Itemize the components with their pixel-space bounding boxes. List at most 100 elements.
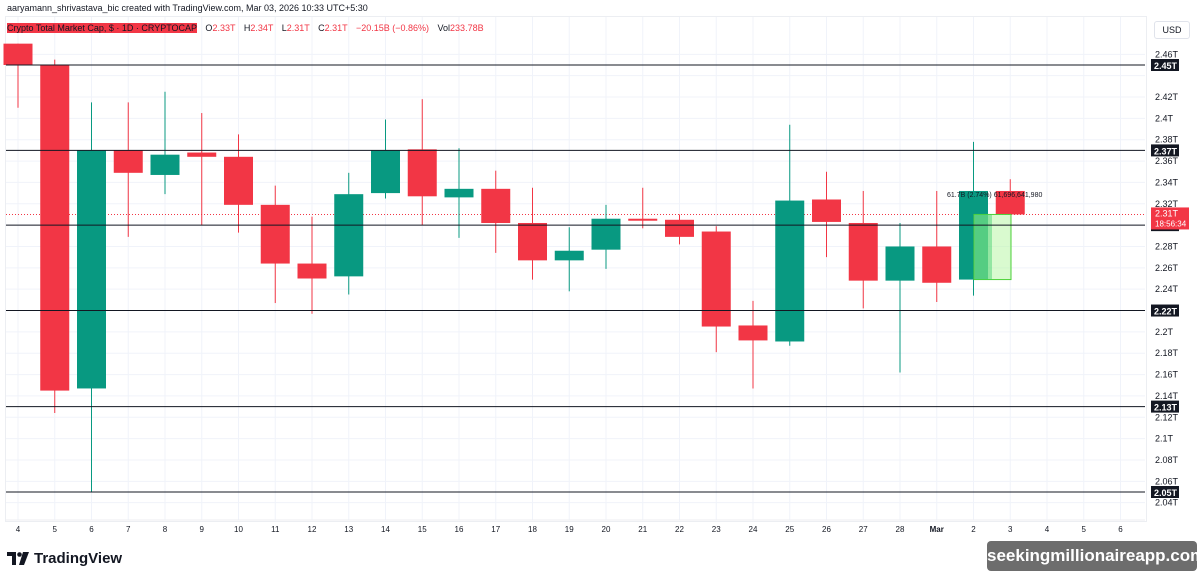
price-tick: 2.36T — [1155, 156, 1179, 166]
candle[interactable] — [995, 179, 1025, 215]
svg-text:2.31T: 2.31T — [1155, 208, 1179, 218]
change-value: −20.15B (−0.86%) — [355, 23, 430, 33]
price-tick: 2.14T — [1155, 391, 1179, 401]
tradingview-logo-icon — [7, 552, 29, 565]
time-tick: 21 — [638, 525, 647, 534]
candle[interactable] — [150, 91, 180, 195]
time-tick: 12 — [308, 525, 317, 534]
candle[interactable] — [407, 99, 437, 226]
price-tick: 2.28T — [1155, 241, 1179, 251]
time-tick: 26 — [822, 525, 831, 534]
candle[interactable] — [518, 187, 547, 280]
svg-text:2.37T: 2.37T — [1154, 146, 1178, 156]
horizontal-level[interactable]: 2.05T — [6, 486, 1179, 498]
svg-text:61.7B (2.74%) 61,696,641,980: 61.7B (2.74%) 61,696,641,980 — [947, 192, 1042, 199]
time-tick: 14 — [381, 525, 390, 534]
time-tick: 3 — [1008, 525, 1013, 534]
time-tick: 22 — [675, 525, 684, 534]
candle[interactable] — [260, 185, 290, 304]
price-tick: 2.2T — [1155, 327, 1174, 337]
candle[interactable] — [3, 43, 33, 108]
candle[interactable] — [775, 124, 805, 346]
price-tick: 2.26T — [1155, 263, 1179, 273]
time-tick: 23 — [712, 525, 721, 534]
time-tick: 5 — [1082, 525, 1087, 534]
symbol-name[interactable]: Crypto Total Market Cap, $ · 1D · CRYPTO… — [7, 23, 197, 33]
candle[interactable] — [187, 113, 217, 226]
time-tick: 17 — [491, 525, 500, 534]
candle[interactable] — [77, 102, 106, 492]
candle[interactable] — [922, 190, 952, 302]
candle[interactable] — [297, 216, 327, 314]
candle[interactable] — [334, 172, 364, 295]
time-tick: 16 — [455, 525, 464, 534]
volume-value: 233.78B — [450, 23, 484, 33]
chart-credit: aaryamann_shrivastava_bic created with T… — [7, 3, 368, 13]
svg-text:2.05T: 2.05T — [1154, 488, 1178, 498]
price-tick: 2.4T — [1155, 113, 1174, 123]
price-tick: 2.42T — [1155, 92, 1179, 102]
time-tick: 19 — [565, 525, 574, 534]
price-tick: 2.08T — [1155, 455, 1179, 465]
candle[interactable] — [444, 148, 474, 238]
candle[interactable] — [40, 59, 70, 414]
candle[interactable] — [113, 102, 143, 237]
time-tick: 20 — [602, 525, 611, 534]
candle[interactable] — [224, 134, 253, 233]
time-tick: 11 — [271, 525, 280, 534]
tradingview-logo: TradingView — [7, 550, 122, 567]
horizontal-level[interactable]: 2.37T — [6, 144, 1179, 157]
price-tick: 2.1T — [1155, 434, 1174, 444]
time-tick: 13 — [344, 525, 353, 534]
time-tick: 27 — [859, 525, 868, 534]
time-tick: 7 — [126, 525, 131, 534]
price-tick: 2.24T — [1155, 284, 1179, 294]
currency-button[interactable]: USD — [1154, 21, 1190, 39]
time-tick: 6 — [89, 525, 94, 534]
close-value: 2.31T — [324, 23, 348, 33]
low-value: 2.31T — [286, 23, 310, 33]
candle[interactable] — [885, 222, 915, 373]
time-tick: 2 — [971, 525, 976, 534]
candle[interactable] — [848, 190, 878, 309]
time-tick: 4 — [1045, 525, 1050, 534]
time-tick: 6 — [1118, 525, 1123, 534]
candle[interactable] — [701, 226, 731, 353]
candle[interactable] — [554, 227, 584, 292]
price-tick: 2.38T — [1155, 135, 1179, 145]
chart-area[interactable] — [5, 16, 1147, 522]
time-tick: 25 — [785, 525, 794, 534]
candle[interactable] — [371, 119, 400, 199]
time-tick: 4 — [16, 525, 21, 534]
candle[interactable] — [665, 214, 694, 245]
watermark: seekingmillionaireapp.com — [987, 541, 1200, 571]
price-tick: 2.18T — [1155, 348, 1179, 358]
svg-text:2.22T: 2.22T — [1154, 307, 1178, 317]
horizontal-level[interactable]: 2.45T — [6, 59, 1179, 71]
time-tick: 24 — [749, 525, 758, 534]
horizontal-level[interactable]: 2.22T — [6, 304, 1179, 317]
symbol-legend: Crypto Total Market Cap, $ · 1D · CRYPTO… — [7, 23, 484, 33]
open-value: 2.33T — [212, 23, 236, 33]
horizontal-level[interactable]: 2.13T — [6, 400, 1179, 413]
svg-text:2.13T: 2.13T — [1154, 403, 1178, 413]
time-tick: 9 — [200, 525, 205, 534]
time-tick: 10 — [234, 525, 243, 534]
price-tick: 2.04T — [1155, 498, 1179, 508]
svg-text:18:56:34: 18:56:34 — [1155, 219, 1187, 228]
candle[interactable] — [628, 187, 658, 229]
time-tick: 15 — [418, 525, 427, 534]
high-value: 2.34T — [250, 23, 274, 33]
time-tick: 8 — [163, 525, 168, 534]
candle[interactable] — [738, 300, 768, 389]
candle[interactable] — [481, 170, 511, 253]
price-tick: 2.46T — [1155, 49, 1179, 59]
svg-text:2.45T: 2.45T — [1154, 61, 1178, 71]
price-tick: 2.06T — [1155, 476, 1179, 486]
candle[interactable] — [591, 204, 621, 269]
time-tick: 5 — [53, 525, 58, 534]
candle[interactable] — [812, 171, 841, 258]
price-tick: 2.32T — [1155, 199, 1179, 209]
